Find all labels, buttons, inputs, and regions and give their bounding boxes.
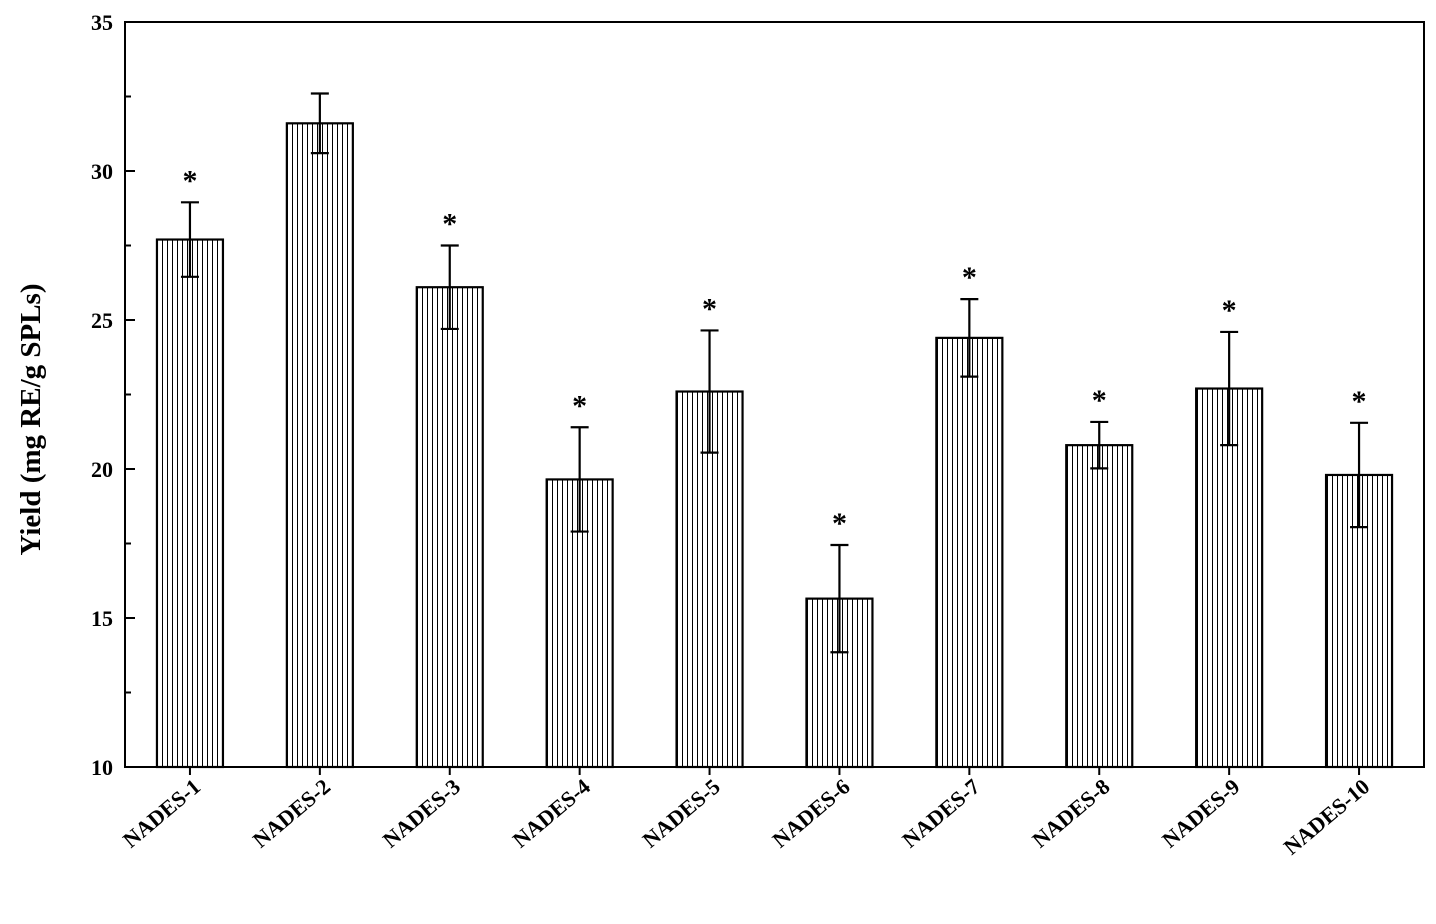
significance-star: * (832, 507, 847, 540)
bar-nades-1 (155, 238, 225, 769)
error-bars (180, 92, 1369, 654)
bars (155, 122, 1394, 769)
significance-star: * (442, 208, 457, 241)
x-tick-label: NADES-2 (248, 774, 335, 853)
x-axis: NADES-1 NADES-2 NADES-3 NADES-4 NADES-5 NADES… (118, 767, 1374, 860)
x-tick-label: NADES-5 (638, 774, 725, 853)
x-tick-label: NADES-8 (1027, 774, 1114, 853)
y-tick-label: 20 (91, 457, 113, 482)
plot-frame (124, 21, 1425, 768)
significance-star: * (182, 164, 197, 197)
significance-star: * (962, 261, 977, 294)
x-tick-label: NADES-4 (508, 774, 595, 853)
x-tick-label: NADES-3 (378, 774, 465, 853)
bar-nades-7 (935, 336, 1004, 769)
significance-markers: * * * * * * * * * (182, 164, 1366, 540)
significance-star: * (1222, 294, 1237, 327)
y-tick-label: 25 (91, 308, 113, 333)
y-tick-label: 10 (91, 755, 113, 780)
bar-nades-2 (285, 122, 354, 769)
significance-star: * (702, 292, 717, 325)
y-axis: 10 15 20 25 30 35 (91, 10, 135, 780)
significance-star: * (1092, 384, 1107, 417)
bar-nades-8 (1065, 444, 1134, 769)
x-tick-label: NADES-7 (897, 774, 984, 853)
bar-nades-9 (1195, 387, 1264, 769)
y-tick-label: 35 (91, 10, 113, 35)
x-tick-label: NADES-1 (118, 774, 205, 853)
bar-nades-5 (675, 390, 744, 769)
significance-star: * (1352, 385, 1367, 418)
significance-star: * (572, 389, 587, 422)
y-tick-label: 30 (91, 159, 113, 184)
x-tick-label: NADES-9 (1157, 774, 1244, 853)
x-tick-label: NADES-10 (1279, 774, 1375, 860)
y-axis-title: Yield (mg RE/g SPLs) (15, 283, 47, 555)
y-axis-label: Yield (mg RE/g SPLs) (15, 283, 47, 555)
y-tick-label: 15 (91, 606, 113, 631)
bar-nades-3 (415, 286, 484, 769)
x-tick-label: NADES-6 (767, 774, 854, 853)
